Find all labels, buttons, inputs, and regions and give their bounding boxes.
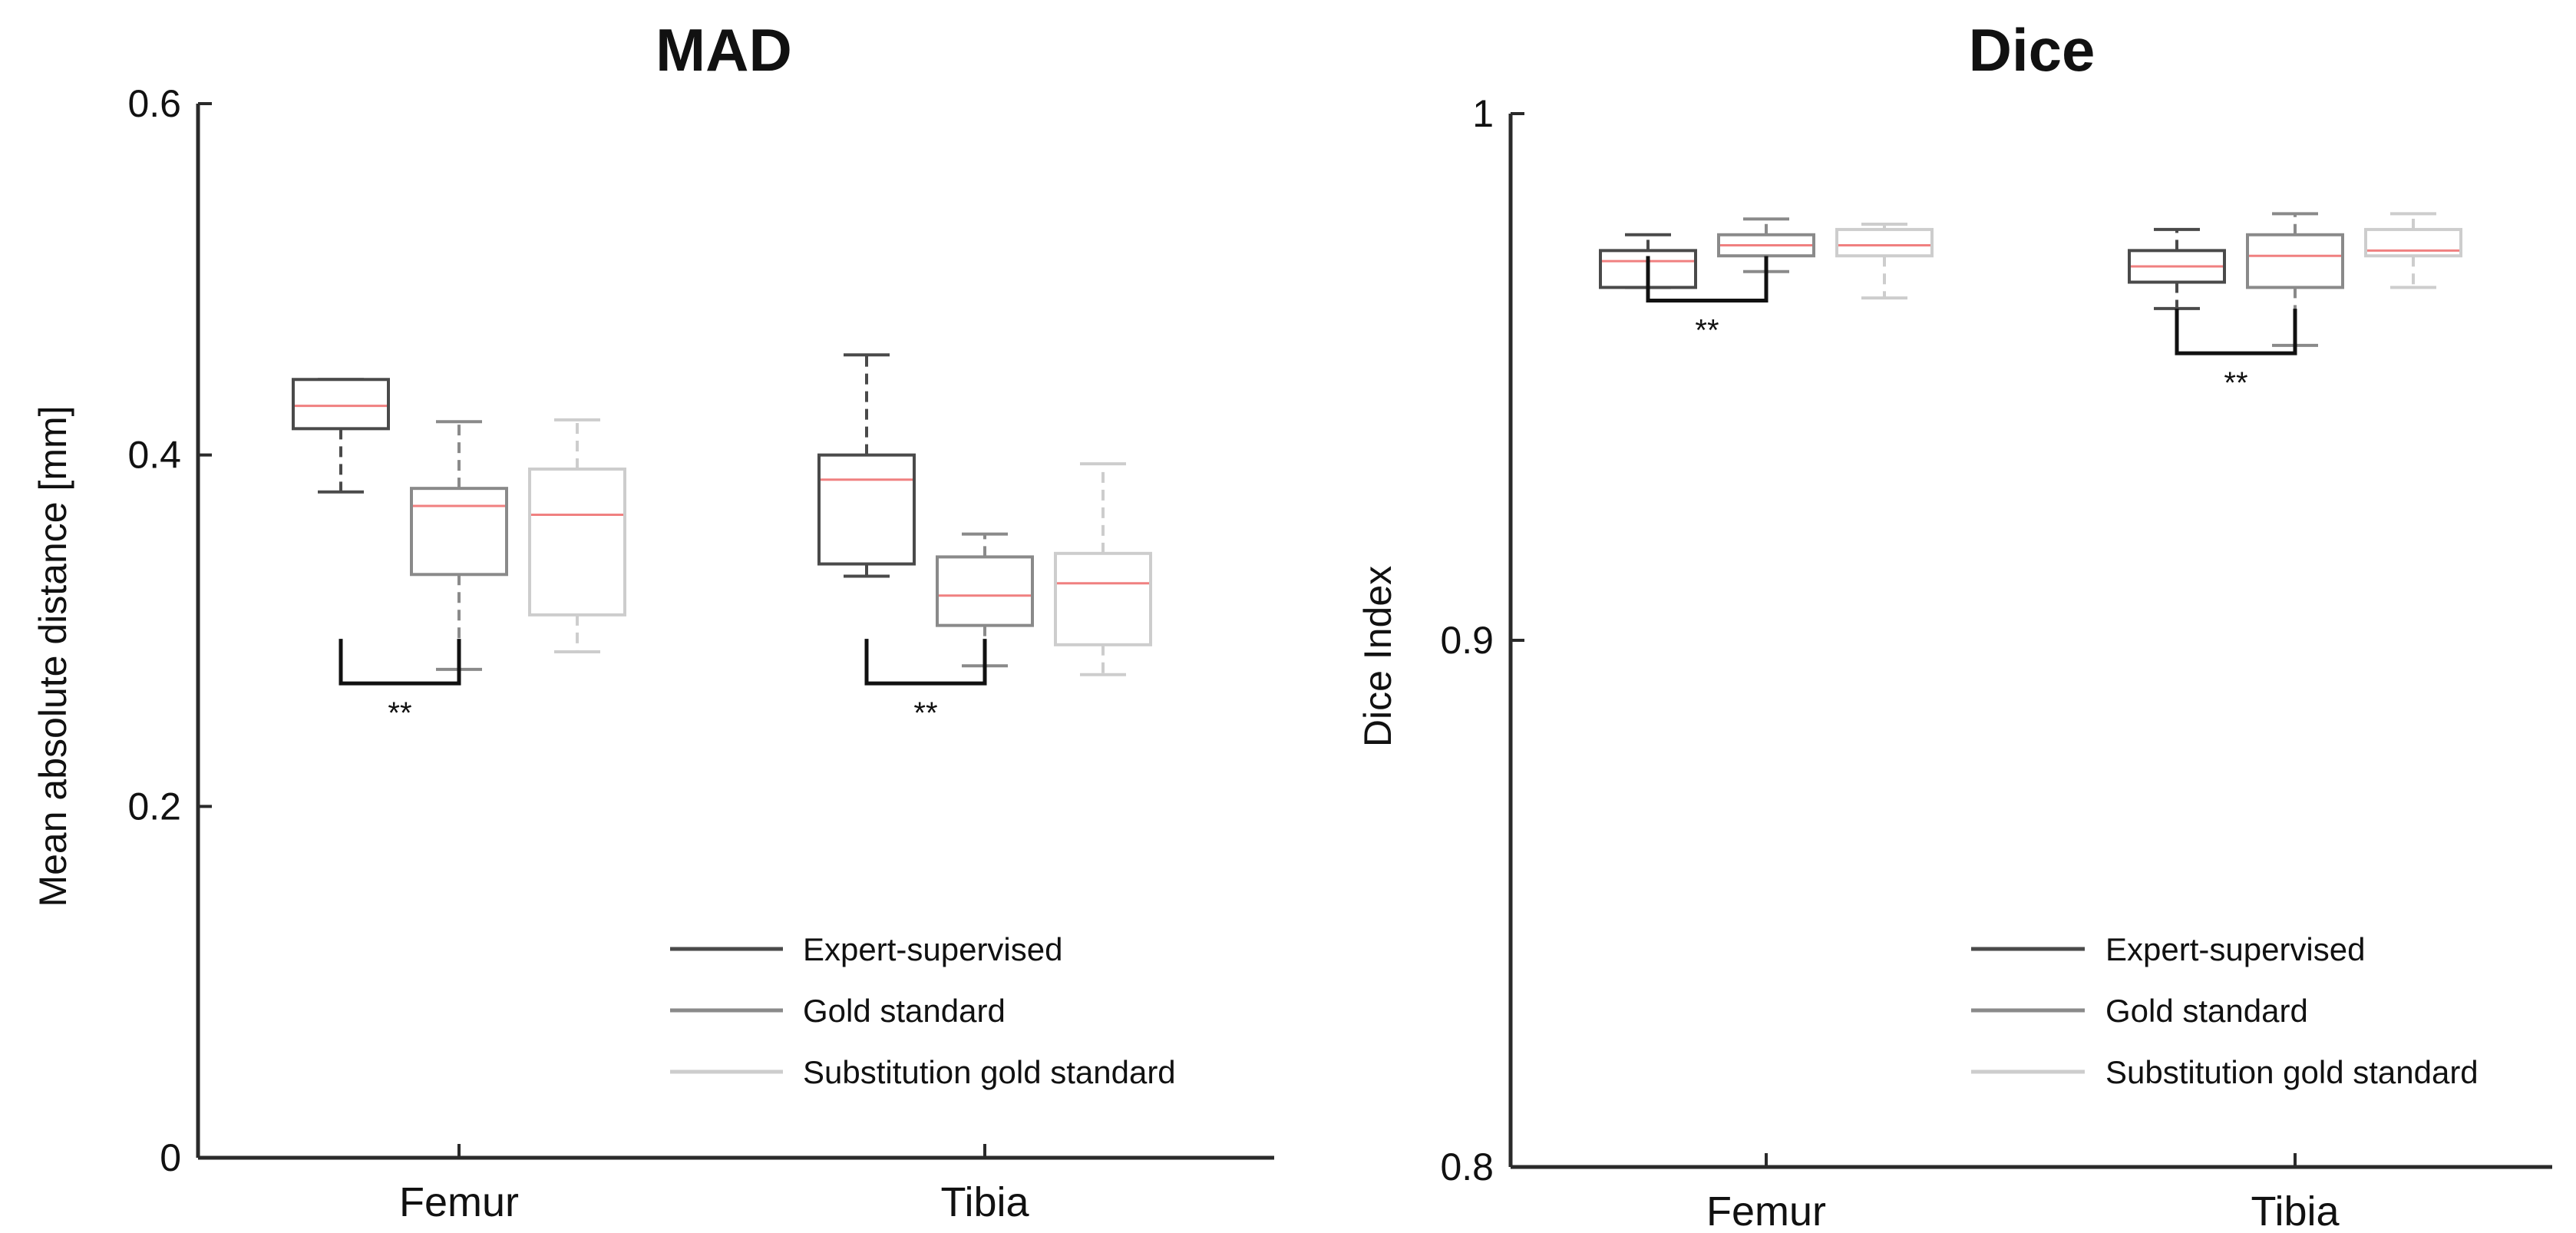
dice-legend-item-substitution-gold-standard: Substitution gold standard bbox=[1971, 1054, 2479, 1090]
mad-chart-title: MAD bbox=[656, 16, 792, 84]
mad-legend: Expert-supervised Gold standard Substituti… bbox=[670, 931, 1176, 1090]
dice-box-gold-standard-tibia bbox=[2246, 212, 2344, 347]
dice-significance-bracket-tibia: ** bbox=[2175, 309, 2297, 400]
box-iqr bbox=[2364, 227, 2462, 258]
dice-legend-item-gold-standard: Gold standard bbox=[1971, 993, 2308, 1029]
box-iqr bbox=[936, 555, 1034, 627]
box-iqr bbox=[2246, 233, 2344, 289]
legend-label: Expert-supervised bbox=[803, 931, 1062, 967]
dice-y-tick-label: 0.8 bbox=[1440, 1145, 1494, 1188]
mad-y-tick-label: 0.2 bbox=[127, 785, 181, 828]
mad-legend-item-gold-standard: Gold standard bbox=[670, 993, 1006, 1029]
mad-plot-area: 0 0.2 0.4 0.6 Femur Tibia ** ** bbox=[127, 82, 1274, 1225]
box-iqr bbox=[292, 378, 390, 431]
dice-box-gold-standard-femur bbox=[1717, 217, 1815, 273]
box-iqr bbox=[817, 453, 916, 566]
dice-y-tick-label: 0.9 bbox=[1440, 619, 1494, 662]
dice-plot-area: 0.8 0.9 1 Femur Tibia ** ** bbox=[1440, 92, 2552, 1233]
mad-chart: MAD Mean absolute distance [mm] 00.20.40… bbox=[31, 16, 1274, 1225]
legend-label: Expert-supervised bbox=[2105, 931, 2365, 967]
dice-category-label-tibia: Tibia bbox=[2251, 1188, 2340, 1233]
mad-legend-item-substitution-gold-standard: Substitution gold standard bbox=[670, 1054, 1176, 1090]
legend-label: Substitution gold standard bbox=[803, 1054, 1176, 1090]
box-iqr bbox=[1054, 551, 1152, 646]
significance-label: ** bbox=[1695, 314, 1719, 348]
mad-box-gold-standard-femur bbox=[410, 420, 508, 671]
mad-significance-bracket-femur: ** bbox=[339, 639, 461, 730]
mad-y-tick-label: 0 bbox=[160, 1136, 181, 1179]
significance-label: ** bbox=[913, 696, 937, 730]
dice-box-substitution-gold-standard-tibia bbox=[2364, 212, 2462, 289]
mad-box-gold-standard-tibia bbox=[936, 532, 1034, 668]
dice-chart-title: Dice bbox=[1969, 16, 2095, 84]
bracket-line bbox=[1646, 256, 1769, 303]
box-iqr bbox=[410, 487, 508, 577]
mad-significance-bracket-tibia: ** bbox=[864, 639, 987, 730]
mad-box-substitution-gold-standard-tibia bbox=[1054, 462, 1152, 676]
dice-box-expert-supervised-tibia bbox=[2128, 227, 2226, 310]
bracket-line bbox=[864, 639, 987, 686]
mad-box-expert-supervised-tibia bbox=[817, 353, 916, 578]
box-iqr bbox=[1835, 227, 1934, 258]
mad-category-label-tibia: Tibia bbox=[940, 1179, 1029, 1225]
box-iqr bbox=[528, 467, 626, 616]
dice-legend-item-expert-supervised: Expert-supervised bbox=[1971, 931, 2365, 967]
mad-category-label-femur: Femur bbox=[399, 1179, 519, 1225]
mad-legend-item-expert-supervised: Expert-supervised bbox=[670, 931, 1062, 967]
mad-box-expert-supervised-femur bbox=[292, 378, 390, 494]
bracket-line bbox=[339, 639, 461, 686]
dice-chart: Dice Dice Index 0.8 0.9 1 Femur Tibia ** ** Ex… bbox=[1356, 16, 2552, 1233]
mad-box-substitution-gold-standard-femur bbox=[528, 418, 626, 653]
dice-legend: Expert-supervised Gold standard Substituti… bbox=[1971, 931, 2479, 1090]
dice-y-tick-label: 1 bbox=[1472, 92, 1494, 135]
mad-y-tick-label: 0.6 bbox=[127, 82, 181, 125]
significance-label: ** bbox=[388, 696, 411, 730]
dice-category-label-femur: Femur bbox=[1706, 1188, 1826, 1233]
dice-y-axis-label: Dice Index bbox=[1356, 566, 1399, 747]
bracket-line bbox=[2175, 309, 2297, 355]
significance-label: ** bbox=[2224, 366, 2247, 400]
dice-box-substitution-gold-standard-femur bbox=[1835, 223, 1934, 300]
legend-label: Substitution gold standard bbox=[2105, 1054, 2479, 1090]
mad-y-tick-label: 0.4 bbox=[127, 434, 181, 477]
mad-y-axis-label: Mean absolute distance [mm] bbox=[31, 405, 74, 907]
dice-significance-bracket-femur: ** bbox=[1646, 256, 1769, 348]
legend-label: Gold standard bbox=[2105, 993, 2308, 1029]
legend-label: Gold standard bbox=[803, 993, 1006, 1029]
